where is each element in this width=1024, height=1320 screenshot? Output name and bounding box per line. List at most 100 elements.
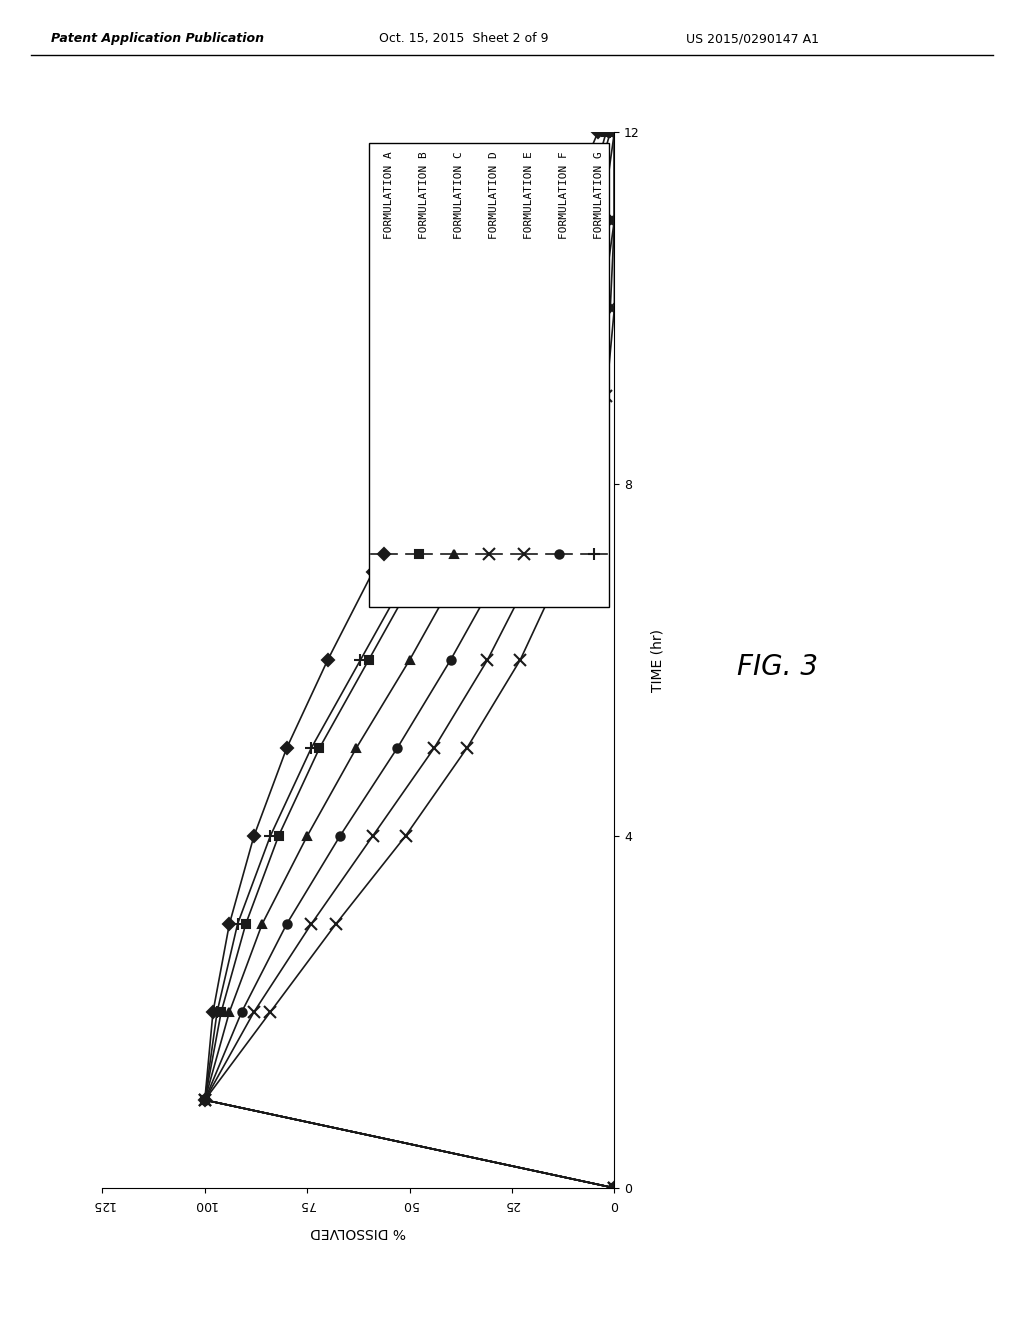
FORMULATION B: [457, 477, 469, 492]
Text: US 2015/0290147 A1: US 2015/0290147 A1: [686, 32, 819, 45]
FORMULATION D: [608, 1180, 621, 1196]
Line: FORMULATION E: FORMULATION E: [200, 127, 620, 1193]
FORMULATION F: [535, 477, 547, 492]
FORMULATION C: [596, 213, 608, 228]
Line: FORMULATION D: FORMULATION D: [200, 127, 620, 1193]
FORMULATION E: [555, 564, 567, 579]
Line: FORMULATION F: FORMULATION F: [201, 128, 618, 1192]
FORMULATION C: [403, 652, 416, 668]
FORMULATION G: [543, 300, 555, 315]
FORMULATION C: [608, 1180, 621, 1196]
FORMULATION E: [608, 1180, 621, 1196]
Text: FORMULATION D: FORMULATION D: [489, 152, 499, 239]
FORMULATION A: [281, 741, 293, 756]
Y-axis label: TIME (hr): TIME (hr): [651, 628, 665, 692]
FORMULATION F: [608, 124, 621, 140]
FORMULATION G: [580, 213, 592, 228]
FORMULATION A: [465, 388, 477, 404]
FORMULATION G: [498, 388, 510, 404]
Line: FORMULATION B: FORMULATION B: [201, 128, 618, 1192]
FORMULATION D: [526, 564, 539, 579]
FORMULATION A: [322, 652, 334, 668]
FORMULATION B: [608, 1180, 621, 1196]
Text: FORMULATION A: FORMULATION A: [384, 152, 394, 239]
FORMULATION D: [563, 477, 575, 492]
FORMULATION B: [215, 1005, 227, 1020]
Text: Oct. 15, 2015  Sheet 2 of 9: Oct. 15, 2015 Sheet 2 of 9: [379, 32, 549, 45]
FORMULATION A: [608, 1180, 621, 1196]
FORMULATION F: [199, 1092, 211, 1107]
Text: FORMULATION E: FORMULATION E: [524, 152, 534, 239]
Text: Patent Application Publication: Patent Application Publication: [51, 32, 264, 45]
Text: FORMULATION C: FORMULATION C: [454, 152, 464, 239]
FORMULATION C: [539, 388, 551, 404]
FORMULATION A: [367, 564, 379, 579]
FORMULATION A: [207, 1005, 219, 1020]
FORMULATION C: [350, 741, 362, 756]
FORMULATION C: [608, 124, 621, 140]
FORMULATION F: [236, 1005, 248, 1020]
FORMULATION G: [604, 124, 616, 140]
FORMULATION B: [272, 828, 285, 843]
FORMULATION F: [334, 828, 346, 843]
FORMULATION D: [481, 652, 494, 668]
FORMULATION C: [223, 1005, 236, 1020]
FORMULATION G: [354, 652, 367, 668]
FORMULATION D: [428, 741, 440, 756]
FORMULATION C: [498, 477, 510, 492]
Text: FORMULATION B: FORMULATION B: [419, 152, 429, 239]
Line: FORMULATION G: FORMULATION G: [199, 125, 621, 1195]
FORMULATION F: [444, 652, 457, 668]
FORMULATION G: [453, 477, 465, 492]
FORMULATION B: [313, 741, 326, 756]
Line: FORMULATION C: FORMULATION C: [201, 128, 618, 1192]
FORMULATION E: [199, 1092, 211, 1107]
FORMULATION F: [391, 741, 403, 756]
FORMULATION F: [571, 388, 584, 404]
FORMULATION E: [461, 741, 473, 756]
FancyBboxPatch shape: [369, 143, 609, 607]
FORMULATION A: [223, 916, 236, 932]
FORMULATION F: [494, 564, 506, 579]
FORMULATION A: [555, 213, 567, 228]
FORMULATION F: [281, 916, 293, 932]
FORMULATION D: [248, 1005, 260, 1020]
FORMULATION G: [305, 741, 317, 756]
FORMULATION G: [608, 1180, 621, 1196]
FORMULATION C: [571, 300, 584, 315]
FORMULATION E: [608, 213, 621, 228]
Text: FORMULATION F: FORMULATION F: [559, 152, 569, 239]
FORMULATION E: [514, 652, 526, 668]
Text: FIG. 3: FIG. 3: [737, 652, 818, 681]
FORMULATION E: [608, 300, 621, 315]
FORMULATION B: [199, 1092, 211, 1107]
FORMULATION B: [412, 564, 424, 579]
FORMULATION G: [231, 916, 244, 932]
FORMULATION A: [592, 124, 604, 140]
FORMULATION D: [608, 124, 621, 140]
FORMULATION G: [211, 1005, 223, 1020]
FORMULATION F: [608, 1180, 621, 1196]
FORMULATION G: [403, 564, 416, 579]
FORMULATION C: [453, 564, 465, 579]
FORMULATION B: [543, 300, 555, 315]
FORMULATION A: [248, 828, 260, 843]
FORMULATION C: [256, 916, 268, 932]
FORMULATION E: [330, 916, 342, 932]
X-axis label: % DISSOLVED: % DISSOLVED: [310, 1225, 407, 1238]
FORMULATION B: [600, 124, 612, 140]
FORMULATION A: [199, 1092, 211, 1107]
FORMULATION E: [600, 388, 612, 404]
FORMULATION D: [604, 300, 616, 315]
FORMULATION C: [301, 828, 313, 843]
FORMULATION D: [588, 388, 600, 404]
FORMULATION B: [502, 388, 514, 404]
Text: FORMULATION G: FORMULATION G: [594, 152, 604, 239]
FORMULATION A: [510, 300, 522, 315]
FORMULATION D: [608, 213, 621, 228]
FORMULATION B: [575, 213, 588, 228]
FORMULATION G: [264, 828, 276, 843]
FORMULATION F: [596, 300, 608, 315]
FORMULATION D: [305, 916, 317, 932]
FORMULATION C: [199, 1092, 211, 1107]
